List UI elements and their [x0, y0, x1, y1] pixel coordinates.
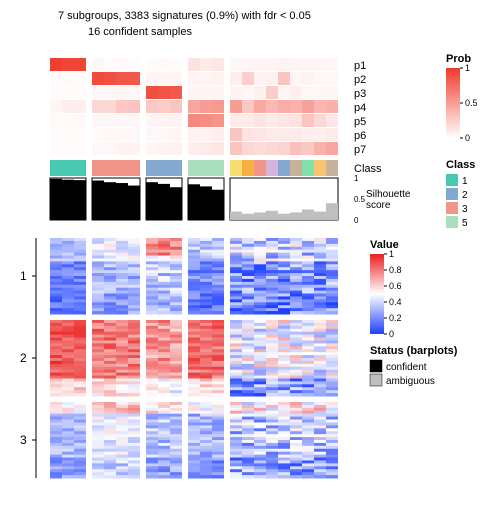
svg-text:1: 1: [465, 63, 470, 73]
svg-text:ambiguous: ambiguous: [386, 376, 435, 387]
svg-text:0: 0: [354, 216, 359, 225]
svg-text:1: 1: [20, 269, 27, 283]
svg-text:p1: p1: [354, 60, 366, 72]
svg-text:p4: p4: [354, 102, 366, 114]
svg-text:p3: p3: [354, 88, 366, 100]
svg-text:p7: p7: [354, 144, 366, 156]
svg-text:2: 2: [462, 190, 468, 201]
svg-text:3: 3: [462, 204, 468, 215]
svg-text:0.8: 0.8: [389, 265, 402, 275]
svg-text:Class: Class: [446, 159, 475, 171]
svg-text:0.6: 0.6: [389, 281, 402, 291]
svg-text:5: 5: [462, 218, 468, 229]
svg-text:1: 1: [354, 174, 359, 183]
svg-text:Value: Value: [370, 239, 399, 251]
svg-text:0.5: 0.5: [354, 195, 366, 204]
svg-text:Status (barplots): Status (barplots): [370, 345, 458, 357]
svg-text:p5: p5: [354, 116, 366, 128]
svg-text:0: 0: [389, 329, 394, 339]
svg-text:0: 0: [465, 133, 470, 143]
svg-text:0.4: 0.4: [389, 297, 402, 307]
svg-text:0.5: 0.5: [465, 98, 478, 108]
svg-text:confident: confident: [386, 362, 427, 373]
figure-svg: p1 p2 p3 p4 p5 p6 p7 Class 1 0.5 0 Silhouettescore 1…: [8, 8, 504, 512]
svg-text:1: 1: [462, 176, 468, 187]
svg-text:2: 2: [20, 351, 27, 365]
svg-text:score: score: [366, 200, 391, 211]
svg-text:3: 3: [20, 433, 27, 447]
svg-text:p6: p6: [354, 130, 366, 142]
svg-text:Silhouette: Silhouette: [366, 189, 411, 200]
svg-text:1: 1: [389, 249, 394, 259]
svg-text:p2: p2: [354, 74, 366, 86]
svg-text:0.2: 0.2: [389, 313, 402, 323]
